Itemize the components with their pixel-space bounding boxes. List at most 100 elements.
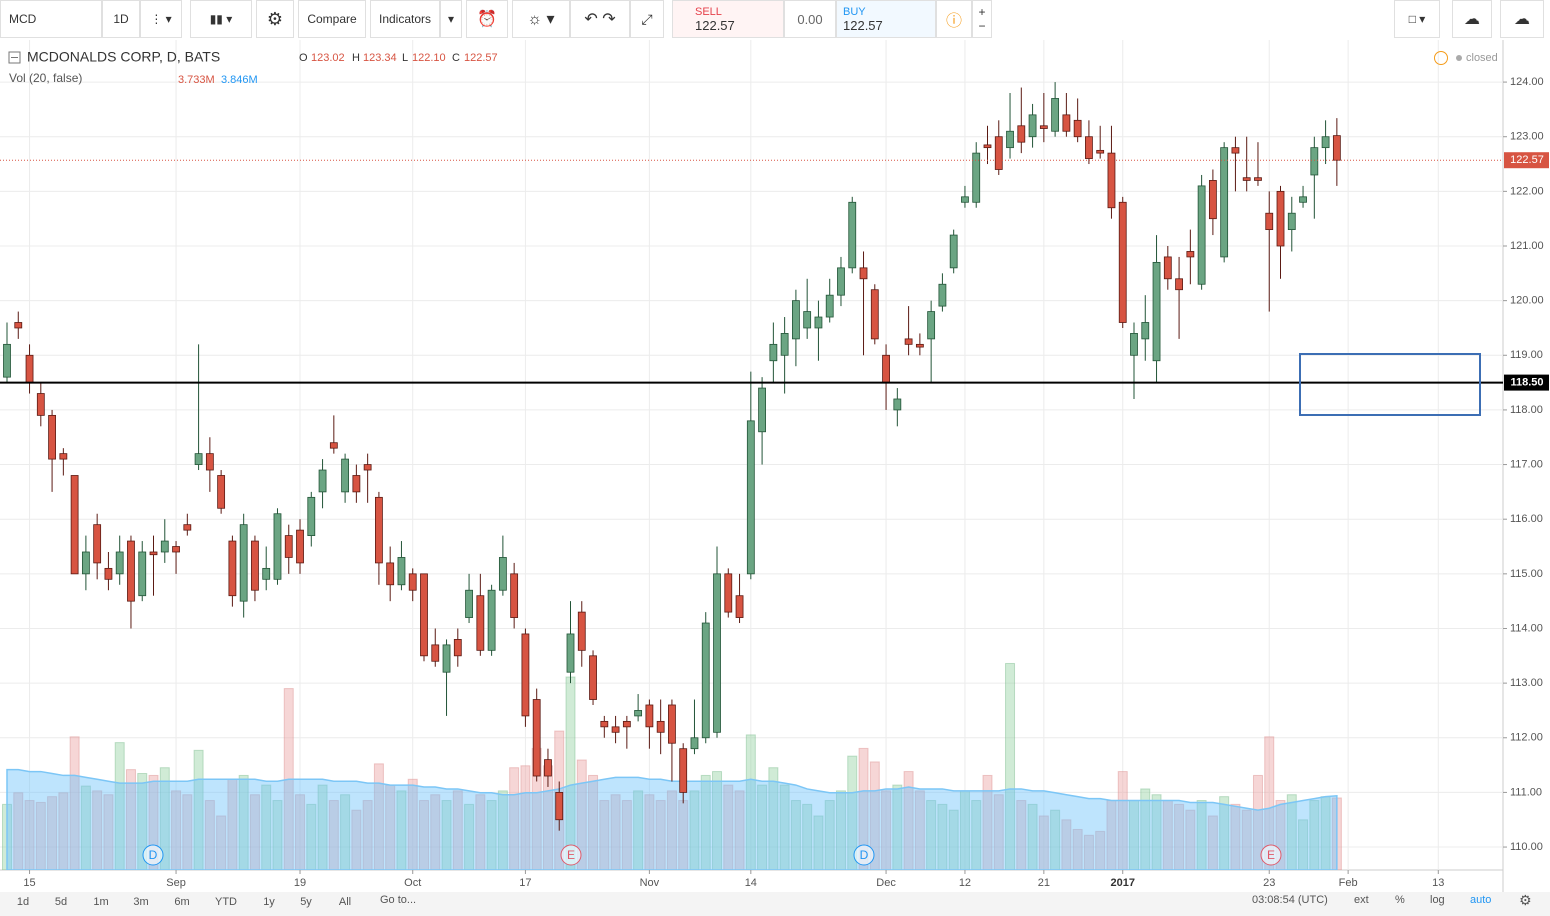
ext-toggle[interactable]: ext [1354, 894, 1369, 906]
volume-bar [1095, 830, 1106, 870]
candle-body [217, 475, 226, 509]
fullscreen-button[interactable]: ⤢ [630, 0, 664, 38]
spread: 0.00 [784, 0, 836, 38]
range-button[interactable]: 5y [300, 896, 312, 908]
volume-bar [757, 784, 768, 870]
volume-bar [1038, 815, 1049, 870]
volume-ma-area [6, 768, 1338, 870]
collapse-icon[interactable] [8, 51, 21, 64]
candle-body [837, 267, 845, 296]
axis-settings[interactable]: ⚙ [1519, 892, 1532, 908]
y-tick-label: 122.00 [1510, 185, 1544, 197]
x-tick-label: Nov [640, 877, 660, 889]
volume-value: 3.733M [178, 74, 215, 86]
info-button[interactable]: ⓘ [936, 0, 972, 38]
zoom-buttons[interactable]: + − [972, 0, 992, 38]
volume-bar [655, 800, 666, 870]
volume-bar [125, 769, 136, 870]
legend-low: 122.10 [412, 52, 446, 64]
candle-body [870, 289, 879, 340]
sell-label: SELL [695, 5, 722, 18]
candle-body [1096, 149, 1105, 154]
drawn-rectangle[interactable] [1299, 353, 1481, 416]
range-button[interactable]: 5d [55, 896, 67, 908]
symbol-title: MCDONALDS CORP, D, BATS [27, 49, 220, 65]
x-tick-label: 19 [294, 877, 306, 889]
replay-button[interactable]: ☼ ▾ [512, 0, 570, 38]
candle-body [453, 639, 462, 657]
x-tick-label: 14 [745, 877, 757, 889]
range-button[interactable]: 3m [133, 896, 148, 908]
symbol-input[interactable]: MCD [0, 0, 102, 38]
warning-icon[interactable] [1434, 51, 1448, 65]
candle-body [194, 453, 203, 465]
candle-body [1332, 135, 1341, 161]
buy-button[interactable]: BUY 122.57 [836, 0, 936, 38]
range-button[interactable]: All [339, 896, 351, 908]
alert-button[interactable]: ⏰ [466, 0, 508, 38]
candle-body [498, 557, 507, 591]
candle-body [1073, 119, 1082, 138]
candle-body [668, 704, 676, 744]
range-button[interactable]: 6m [174, 896, 189, 908]
volume-bar [362, 800, 373, 870]
volume-legend: Vol (20, false) [9, 71, 82, 85]
interval-button[interactable]: 1D [102, 0, 140, 38]
volume-bar [137, 773, 148, 870]
volume-bar [599, 800, 610, 870]
cloud-save[interactable]: ☁ [1500, 0, 1544, 38]
candle-body [36, 393, 45, 416]
candle-body [724, 573, 733, 613]
candle-body [1265, 212, 1274, 231]
candle-body [48, 414, 56, 460]
candle-body [284, 535, 293, 558]
range-button[interactable]: YTD [215, 896, 237, 908]
candle-body [487, 589, 496, 651]
candle-body [792, 300, 800, 340]
legend-l: L [402, 52, 408, 64]
indicators-dropdown[interactable]: ▾ [440, 0, 462, 38]
compare-button[interactable]: Compare [298, 0, 366, 38]
candle-body [1186, 251, 1195, 258]
event-marker[interactable] [853, 844, 875, 866]
candle-body [375, 496, 383, 564]
candle-body [138, 551, 147, 597]
candle-body [1152, 261, 1161, 362]
event-marker[interactable] [142, 844, 164, 866]
candle-body [566, 633, 575, 673]
undo-redo[interactable]: ↶ ↷ [570, 0, 630, 38]
candle-body [825, 294, 834, 318]
candle-body [589, 655, 597, 700]
more-button[interactable]: ⋮ ▾ [140, 0, 182, 38]
candle-body [1107, 152, 1116, 209]
candle-body [532, 699, 541, 777]
layout-button[interactable]: □ ▾ [1394, 0, 1440, 38]
event-marker[interactable] [1260, 844, 1282, 866]
log-toggle[interactable]: log [1430, 894, 1445, 906]
candle-body [465, 589, 473, 618]
volume-bar [272, 800, 283, 870]
settings-button[interactable]: ⚙ [256, 0, 294, 38]
event-label: E [1267, 848, 1275, 862]
chart-style-button[interactable]: ▮▮ ▾ [190, 0, 252, 38]
candle-body [397, 557, 406, 586]
candle-body [972, 152, 981, 203]
goto-button[interactable]: Go to... [380, 894, 417, 906]
candle-body [521, 633, 530, 717]
percent-toggle[interactable]: % [1395, 894, 1405, 906]
event-marker[interactable] [560, 844, 582, 866]
y-tick-label: 110.00 [1510, 841, 1543, 853]
indicators-button[interactable]: Indicators [370, 0, 440, 38]
range-button[interactable]: 1d [17, 896, 29, 908]
x-tick-label: 13 [1432, 877, 1444, 889]
x-tick-label: 17 [519, 877, 531, 889]
candle-body [746, 420, 755, 575]
volume-bar [204, 800, 215, 870]
range-button[interactable]: 1m [93, 896, 108, 908]
candle-body [1175, 278, 1183, 291]
sell-button[interactable]: SELL 122.57 [672, 0, 784, 38]
volume-bar [486, 800, 497, 870]
auto-toggle[interactable]: auto [1470, 894, 1492, 906]
range-button[interactable]: 1y [263, 896, 275, 908]
cloud-load[interactable]: ☁ [1452, 0, 1492, 38]
